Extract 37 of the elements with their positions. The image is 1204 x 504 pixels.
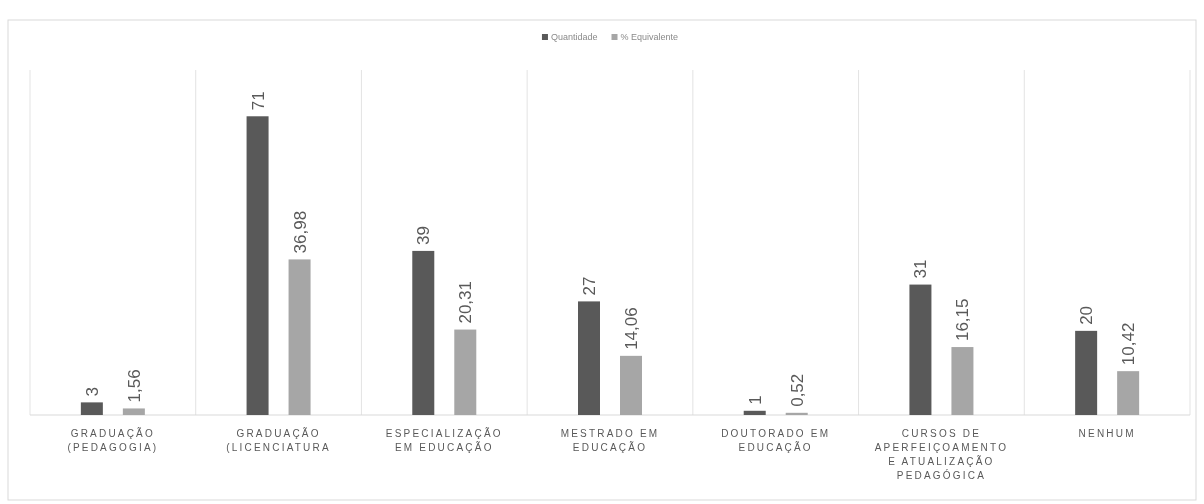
data-label: 27 [580, 276, 599, 296]
bar [122, 408, 145, 415]
x-tick-label: GRADUAÇÃO (LICENCIATURA [226, 427, 331, 453]
data-label: 1 [745, 395, 765, 405]
data-label: 14,06 [622, 307, 641, 350]
bar [785, 412, 808, 415]
data-label: 39 [414, 225, 434, 245]
bar [412, 250, 435, 415]
bar [454, 329, 477, 415]
bar [620, 355, 642, 415]
x-tick-label: MESTRADO EM EDUCAÇÃO [560, 428, 660, 453]
x-tick-label: NENHUM [1078, 428, 1136, 439]
x-tick-label: DOUTORADO EM EDUCAÇÃO [721, 428, 831, 453]
x-tick-label: CURSOS DE APERFEIÇOAMENTO E ATUALIZAÇÃO PEDAGÓGICA [874, 428, 1009, 481]
bar [951, 347, 974, 415]
bar [1075, 330, 1098, 415]
bar [1117, 371, 1140, 415]
legend-label: Quantidade [550, 32, 598, 42]
bar [246, 116, 269, 415]
data-label: 20,31 [456, 281, 476, 324]
bar [743, 410, 766, 415]
data-label: 0,52 [787, 373, 807, 407]
bar [909, 284, 932, 415]
x-tick-label: GRADUAÇÃO (PEDAGOGIA) [67, 427, 159, 453]
data-label: 3 [82, 386, 102, 397]
bar [288, 259, 311, 415]
data-label: 1,56 [124, 369, 144, 403]
x-tick-label: ESPECIALIZAÇÃO EM EDUCAÇÃO [385, 427, 503, 453]
data-label: 31 [911, 259, 931, 279]
data-label: 10,42 [1119, 322, 1139, 366]
legend-label: % Equivalente [620, 32, 679, 42]
data-label: 36,98 [290, 210, 310, 254]
data-label: 71 [248, 91, 268, 111]
data-label: 20 [1077, 305, 1097, 325]
bar [80, 402, 103, 415]
bar [578, 301, 600, 415]
data-label: 16,15 [953, 298, 973, 342]
